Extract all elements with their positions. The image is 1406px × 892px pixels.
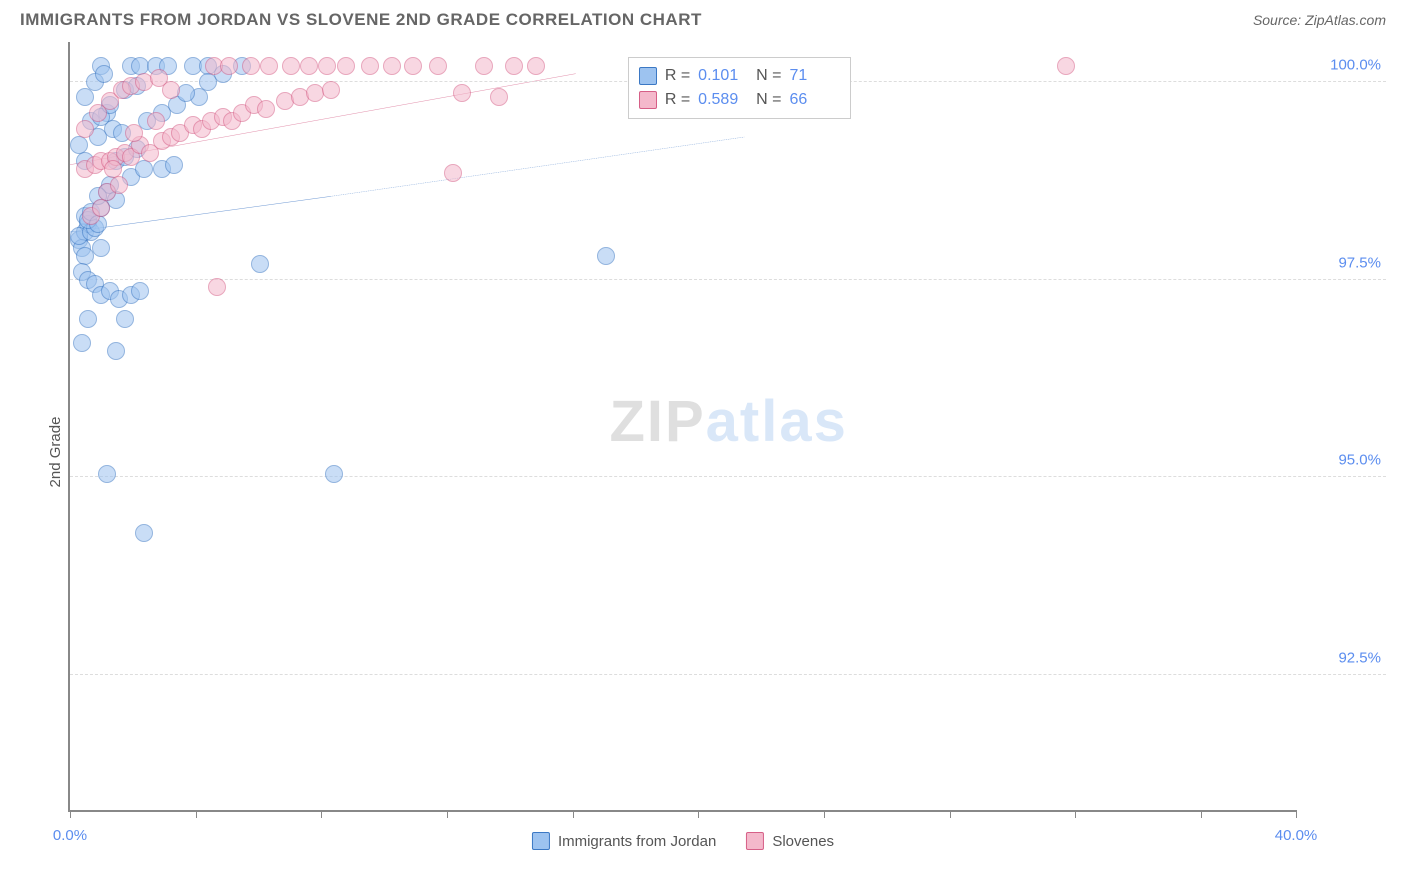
x-tick [698,810,699,818]
source-prefix: Source: [1253,12,1305,28]
scatter-point [220,57,238,75]
stats-row: R = 0.589 N = 66 [639,88,840,112]
stat-label-n: N = [756,88,781,112]
stat-label-r: R = [665,88,690,112]
scatter-point [282,57,300,75]
x-tick [1075,810,1076,818]
bottom-legend: Immigrants from Jordan Slovenes [532,832,834,850]
stat-value-r: 0.101 [698,64,748,88]
legend-label: Immigrants from Jordan [558,833,716,850]
scatter-point [135,524,153,542]
scatter-point [208,278,226,296]
series-swatch [639,91,657,109]
scatter-point [147,112,165,130]
scatter-point [104,160,122,178]
gridline [70,279,1386,280]
series-swatch [639,67,657,85]
stat-label-r: R = [665,64,690,88]
legend-item: Immigrants from Jordan [532,832,716,850]
scatter-point [322,81,340,99]
scatter-point [505,57,523,75]
stat-value-n: 71 [790,64,840,88]
scatter-point [116,310,134,328]
y-tick-label: 92.5% [1338,650,1381,667]
scatter-point [475,57,493,75]
scatter-point [300,57,318,75]
legend-swatch [746,832,764,850]
scatter-point [92,239,110,257]
x-tick [950,810,951,818]
scatter-point [79,310,97,328]
x-tick [321,810,322,818]
chart-title: IMMIGRANTS FROM JORDAN VS SLOVENE 2ND GR… [20,10,702,30]
x-tick [196,810,197,818]
scatter-point [76,88,94,106]
x-tick [70,810,71,818]
scatter-point [383,57,401,75]
x-tick [573,810,574,818]
scatter-point [107,342,125,360]
x-tick-label: 40.0% [1275,827,1318,844]
scatter-point [165,156,183,174]
watermark: ZIPatlas [609,388,847,455]
stat-value-r: 0.589 [698,88,748,112]
stats-box: R = 0.101 N = 71 R = 0.589 N = 66 [628,57,851,119]
y-tick-label: 100.0% [1330,56,1381,73]
plot-area: 92.5%95.0%97.5%100.0%0.0%40.0%ZIPatlasR … [68,42,1296,812]
scatter-point [361,57,379,75]
gridline [70,674,1386,675]
x-tick [1201,810,1202,818]
y-tick-label: 97.5% [1338,254,1381,271]
legend-item: Slovenes [746,832,834,850]
scatter-point [318,57,336,75]
scatter-point [131,282,149,300]
source-name: ZipAtlas.com [1305,12,1386,28]
scatter-point [162,81,180,99]
chart-header: IMMIGRANTS FROM JORDAN VS SLOVENE 2ND GR… [0,0,1406,36]
trend-lines-layer [70,42,1296,810]
trend-line-dashed [331,137,745,196]
legend-label: Slovenes [772,833,834,850]
scatter-point [597,247,615,265]
scatter-point [1057,57,1075,75]
scatter-point [260,57,278,75]
y-axis-label: 2nd Grade [47,417,64,488]
scatter-point [177,84,195,102]
scatter-point [251,255,269,273]
scatter-point [257,100,275,118]
y-tick-label: 95.0% [1338,452,1381,469]
scatter-point [444,164,462,182]
x-tick-label: 0.0% [53,827,87,844]
source-credit: Source: ZipAtlas.com [1253,12,1386,28]
scatter-point [404,57,422,75]
scatter-point [429,57,447,75]
scatter-point [95,65,113,83]
scatter-point [453,84,471,102]
legend-swatch [532,832,550,850]
chart-container: 2nd Grade 92.5%95.0%97.5%100.0%0.0%40.0%… [20,42,1386,862]
scatter-point [337,57,355,75]
stats-row: R = 0.101 N = 71 [639,64,840,88]
x-tick [1296,810,1297,818]
scatter-point [92,199,110,217]
x-tick [824,810,825,818]
scatter-point [325,465,343,483]
scatter-point [242,57,260,75]
gridline [70,476,1386,477]
scatter-point [70,136,88,154]
stat-value-n: 66 [790,88,840,112]
scatter-point [76,120,94,138]
scatter-point [527,57,545,75]
scatter-point [490,88,508,106]
x-tick [447,810,448,818]
scatter-point [73,334,91,352]
scatter-point [98,465,116,483]
stat-label-n: N = [756,64,781,88]
scatter-point [110,176,128,194]
scatter-point [125,124,143,142]
